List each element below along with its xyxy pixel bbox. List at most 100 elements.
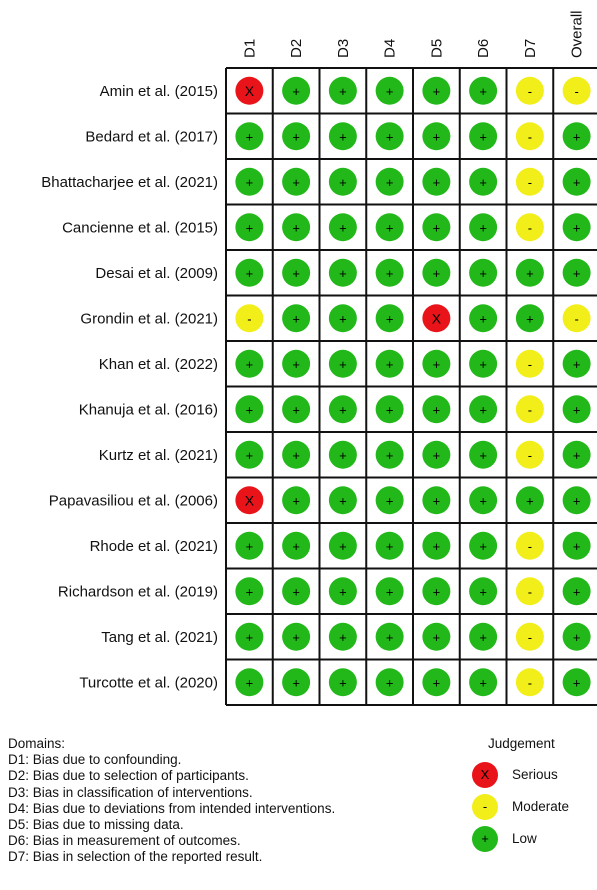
judgement-symbol: + [433, 357, 441, 372]
judgement-symbol: + [339, 675, 347, 690]
judgement-low-marker [469, 440, 498, 469]
judgement-low-marker [328, 486, 357, 515]
judgement-low-marker [422, 622, 451, 651]
judgement-symbol: - [528, 539, 532, 554]
judgement-moderate-marker [562, 76, 591, 105]
judgement-low-marker [328, 213, 357, 242]
study-label: Kurtz et al. (2021) [99, 447, 218, 464]
judgement-symbol: + [246, 630, 254, 645]
judgement-symbol: + [246, 402, 254, 417]
judgement-low-marker [469, 531, 498, 560]
domain-line-d6: D6: Bias in measurement of outcomes. [8, 833, 241, 849]
judgement-symbol: + [292, 220, 300, 235]
judgement-low-marker [562, 395, 591, 424]
judgement-symbol: + [573, 175, 581, 190]
judgement-symbol: + [386, 539, 394, 554]
judgement-symbol: - [528, 129, 532, 144]
judgement-low-marker [328, 577, 357, 606]
judgement-moderate-marker [235, 304, 264, 333]
judgement-low-marker [469, 167, 498, 196]
judgement-low-marker [375, 349, 404, 378]
judgement-low-marker [375, 531, 404, 560]
judgement-low-marker [469, 395, 498, 424]
judgement-low-marker [562, 440, 591, 469]
judgement-low-marker [282, 349, 311, 378]
judgement-symbol: + [526, 493, 534, 508]
judgement-low-marker [235, 167, 264, 196]
judgement-symbol: + [433, 266, 441, 281]
judgement-low-marker [235, 258, 264, 287]
judgement-low-marker [469, 622, 498, 651]
judgement-low-marker [282, 440, 311, 469]
judgement-low-marker [375, 622, 404, 651]
legend-serious-label: Serious [512, 767, 558, 782]
judgement-low-marker [235, 349, 264, 378]
judgement-symbol: - [574, 84, 578, 99]
judgement-low-marker [328, 167, 357, 196]
judgement-symbol: + [292, 539, 300, 554]
judgement-symbol: + [292, 175, 300, 190]
judgement-symbol: + [573, 357, 581, 372]
study-label: Rhode et al. (2021) [90, 538, 218, 555]
judgement-symbol: + [573, 539, 581, 554]
judgement-low-marker [282, 167, 311, 196]
judgement-low-marker [235, 122, 264, 151]
column-header-d3: D3 [335, 39, 352, 58]
judgement-symbol: + [479, 675, 487, 690]
legend-moderate-label: Moderate [512, 799, 570, 814]
judgement-low-marker [469, 486, 498, 515]
judgement-symbol: + [573, 448, 581, 463]
legend-moderate-marker: - [472, 794, 498, 820]
column-header-d2: D2 [288, 39, 305, 58]
judgement-symbol: + [479, 129, 487, 144]
judgement-symbol: + [246, 448, 254, 463]
judgement-symbol: + [433, 493, 441, 508]
judgement-serious-marker [235, 76, 264, 105]
judgement-symbol: + [339, 175, 347, 190]
study-label: Bhattacharjee et al. (2021) [41, 174, 218, 191]
judgement-moderate-marker [515, 440, 544, 469]
judgement-low-marker [422, 440, 451, 469]
judgement-symbol: + [573, 402, 581, 417]
judgement-moderate-marker [515, 668, 544, 697]
judgement-symbol: + [292, 493, 300, 508]
column-header-d5: D5 [428, 39, 445, 58]
study-label: Grondin et al. (2021) [80, 310, 218, 327]
judgement-low-marker [469, 577, 498, 606]
judgement-low-marker [282, 258, 311, 287]
judgement-low-marker [375, 577, 404, 606]
judgement-symbol: - [528, 175, 532, 190]
domain-line-d2: D2: Bias due to selection of participant… [8, 768, 249, 784]
judgement-low-marker [235, 622, 264, 651]
judgement-low-marker [469, 258, 498, 287]
judgement-symbol: + [339, 311, 347, 326]
judgement-low-marker [422, 668, 451, 697]
study-label: Cancienne et al. (2015) [62, 219, 218, 236]
judgement-low-marker [235, 213, 264, 242]
judgement-low-marker [562, 213, 591, 242]
judgement-low-marker [328, 622, 357, 651]
judgement-low-marker [328, 531, 357, 560]
judgement-low-marker [422, 258, 451, 287]
judgement-symbol: + [339, 357, 347, 372]
judgement-low-marker [328, 304, 357, 333]
judgement-symbol: - [528, 357, 532, 372]
judgement-low-marker [282, 531, 311, 560]
judgement-symbol: - [247, 311, 251, 326]
judgement-low-marker [328, 122, 357, 151]
judgement-symbol: + [386, 402, 394, 417]
judgement-symbol: + [433, 220, 441, 235]
judgement-low-marker [562, 668, 591, 697]
judgement-symbol: + [292, 675, 300, 690]
judgement-low-marker [562, 486, 591, 515]
judgement-symbol: + [433, 129, 441, 144]
study-label: Papavasiliou et al. (2006) [49, 492, 218, 509]
judgement-low-marker [469, 304, 498, 333]
column-header-d1: D1 [241, 39, 258, 58]
judgement-symbol: + [479, 584, 487, 599]
judgement-symbol: + [433, 175, 441, 190]
judgement-low-marker [282, 668, 311, 697]
judgement-serious-marker [422, 304, 451, 333]
judgement-low-marker [562, 122, 591, 151]
judgement-symbol: + [573, 266, 581, 281]
